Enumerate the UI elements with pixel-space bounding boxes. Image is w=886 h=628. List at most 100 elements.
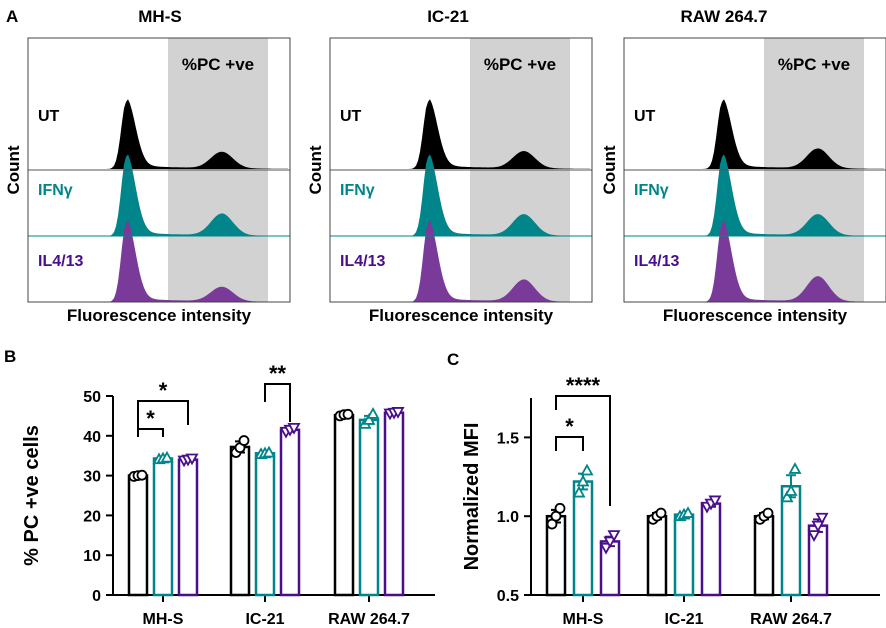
bar-ut <box>333 413 355 597</box>
gate-label: %PC +ve <box>182 55 254 74</box>
gate-label: %PC +ve <box>778 55 850 74</box>
bar-il4 <box>383 411 405 597</box>
data-point <box>788 462 802 474</box>
data-point <box>287 422 301 435</box>
data-point <box>603 536 617 549</box>
data-point <box>807 530 821 542</box>
x-tick-label: RAW 264.7 <box>750 611 832 628</box>
y-tick-label: 20 <box>83 508 101 525</box>
condition-label-ut: UT <box>38 108 60 125</box>
significance-label: * <box>565 414 574 439</box>
histogram-ifng <box>626 154 884 236</box>
y-axis-label: Count <box>600 145 619 194</box>
data-point <box>185 453 199 466</box>
gate-label: %PC +ve <box>484 55 556 74</box>
significance-bracket <box>137 400 189 437</box>
x-tick-label: IC-21 <box>245 611 284 628</box>
bar-il4 <box>700 502 722 597</box>
condition-label-ifng: IFNγ <box>340 182 375 199</box>
data-point <box>607 530 621 542</box>
cell-line-title: MH-S <box>138 7 181 26</box>
data-point <box>681 506 695 518</box>
y-tick-label: 0 <box>92 588 101 605</box>
data-point <box>599 542 613 555</box>
bar-ifng <box>254 452 276 597</box>
significance-bracket <box>264 383 291 422</box>
y-tick-label: 1.5 <box>497 430 519 447</box>
histogram-ifng <box>30 154 288 236</box>
panel-b-bar-chart: B 0 10 20 30 40 50 % PC +ve cells MH-S IC-21 RAW … <box>4 347 435 628</box>
panel-a-histograms: A MH-S %PC +ve UT IFNγ IL4/13 Fluorescence in… <box>4 7 886 325</box>
significance-label: **** <box>566 373 601 398</box>
bar-ut <box>229 445 251 597</box>
data-point <box>811 520 825 533</box>
panel-letter-b: B <box>4 347 16 366</box>
histogram-ut <box>332 99 590 169</box>
data-point <box>815 512 829 525</box>
bar-ut <box>127 474 149 597</box>
significance-bracket <box>555 436 584 451</box>
data-point <box>238 435 250 446</box>
x-tick-label: IC-21 <box>664 611 703 628</box>
y-tick-label: 50 <box>83 389 101 406</box>
data-point <box>262 445 276 458</box>
bar-ifng <box>780 485 802 597</box>
y-tick-label: 40 <box>83 429 101 446</box>
data-point <box>342 408 354 420</box>
x-axis-label: Fluorescence intensity <box>369 306 554 325</box>
histogram-ut <box>626 99 884 169</box>
x-tick-label: MH-S <box>143 611 184 628</box>
x-axis-label: Fluorescence intensity <box>67 306 252 325</box>
cell-line-title: RAW 264.7 <box>681 7 768 26</box>
histogram-frame <box>623 37 886 303</box>
bar-ifng <box>572 480 594 597</box>
y-axis-label: % PC +ve cells <box>21 425 43 566</box>
data-point <box>784 484 798 496</box>
data-point <box>655 507 667 519</box>
condition-label-ifng: IFNγ <box>38 182 73 199</box>
cell-line-title: IC-21 <box>427 7 469 26</box>
panel-c-bar-chart: C 0.5 1.0 1.5 Normalized MFI MH-S IC-21 RAW 26… <box>447 350 880 628</box>
panel-letter-a: A <box>6 7 18 26</box>
data-point <box>554 502 566 514</box>
histogram-frame <box>27 37 291 303</box>
y-tick-label: 1.0 <box>497 509 519 526</box>
x-tick-label: RAW 264.7 <box>328 611 410 628</box>
data-point <box>762 507 774 519</box>
y-tick-label: 10 <box>83 548 101 565</box>
y-axis-label: Normalized MFI <box>461 423 483 571</box>
significance-label: * <box>146 406 155 431</box>
bar-ifng <box>152 457 174 597</box>
data-point <box>136 469 148 481</box>
data-point <box>576 474 590 487</box>
data-point <box>160 450 174 463</box>
x-axis-label: Fluorescence intensity <box>663 306 848 325</box>
condition-label-il4: IL4/13 <box>38 253 83 270</box>
y-tick-label: 0.5 <box>497 588 519 605</box>
condition-label-ifng: IFNγ <box>634 182 669 199</box>
histogram-il4 <box>332 220 590 302</box>
data-point <box>391 407 405 419</box>
data-point <box>580 463 594 476</box>
y-tick-label: 30 <box>83 469 101 486</box>
data-point <box>362 413 376 425</box>
y-axis-label: Count <box>4 145 23 194</box>
histogram-ifng <box>332 154 590 236</box>
histogram-il4 <box>626 220 884 302</box>
bar-il4 <box>177 458 199 597</box>
data-point <box>366 407 380 419</box>
data-point <box>572 485 586 498</box>
data-point <box>708 495 722 508</box>
condition-label-ut: UT <box>634 108 656 125</box>
bar-ifng <box>673 513 695 597</box>
condition-label-ut: UT <box>340 108 362 125</box>
histogram-frame <box>329 37 593 303</box>
bar-ut <box>753 514 775 597</box>
significance-bracket <box>555 395 611 506</box>
significance-label: * <box>159 378 168 403</box>
bar-ut <box>646 514 668 597</box>
bar-ifng <box>358 418 380 597</box>
panel-letter-c: C <box>447 350 459 369</box>
condition-label-il4: IL4/13 <box>634 253 679 270</box>
